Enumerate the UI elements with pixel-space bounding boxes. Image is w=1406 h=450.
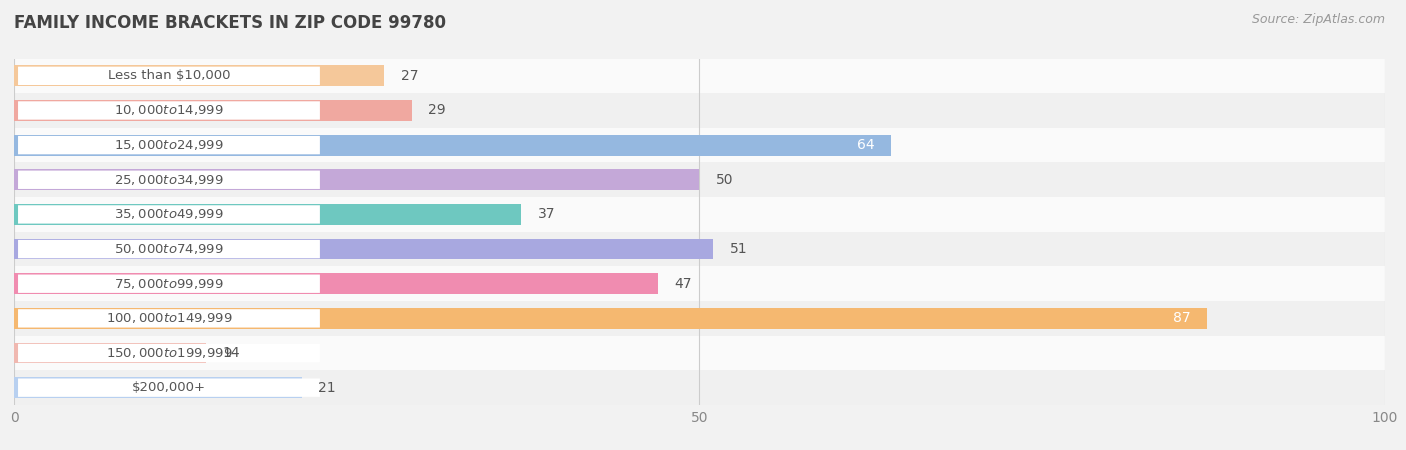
Text: $15,000 to $24,999: $15,000 to $24,999 xyxy=(114,138,224,152)
Bar xyxy=(14,370,1385,405)
Bar xyxy=(14,273,658,294)
Bar xyxy=(14,342,207,364)
Text: $50,000 to $74,999: $50,000 to $74,999 xyxy=(114,242,224,256)
Bar xyxy=(14,169,700,190)
FancyBboxPatch shape xyxy=(18,67,321,85)
FancyBboxPatch shape xyxy=(18,205,321,224)
Bar xyxy=(14,58,1385,93)
Bar xyxy=(14,128,1385,162)
Text: $200,000+: $200,000+ xyxy=(132,381,205,394)
Bar xyxy=(14,93,1385,128)
Text: 51: 51 xyxy=(730,242,747,256)
FancyBboxPatch shape xyxy=(18,101,321,120)
FancyBboxPatch shape xyxy=(18,171,321,189)
Bar xyxy=(14,266,1385,301)
Bar xyxy=(14,232,1385,266)
Text: 87: 87 xyxy=(1173,311,1191,325)
Bar xyxy=(14,197,1385,232)
Text: $150,000 to $199,999: $150,000 to $199,999 xyxy=(105,346,232,360)
Bar xyxy=(14,238,713,260)
Bar xyxy=(14,135,891,156)
FancyBboxPatch shape xyxy=(18,344,321,362)
FancyBboxPatch shape xyxy=(18,309,321,328)
Bar xyxy=(14,336,1385,370)
Bar xyxy=(14,162,1385,197)
Text: 21: 21 xyxy=(318,381,336,395)
FancyBboxPatch shape xyxy=(18,378,321,397)
Text: 14: 14 xyxy=(222,346,240,360)
Text: 37: 37 xyxy=(537,207,555,221)
Text: 29: 29 xyxy=(427,104,446,117)
Text: 64: 64 xyxy=(858,138,875,152)
Bar xyxy=(14,377,302,398)
Text: $25,000 to $34,999: $25,000 to $34,999 xyxy=(114,173,224,187)
Bar xyxy=(14,301,1385,336)
Text: Less than $10,000: Less than $10,000 xyxy=(108,69,231,82)
Bar xyxy=(14,65,384,86)
Text: $75,000 to $99,999: $75,000 to $99,999 xyxy=(114,277,224,291)
Text: Source: ZipAtlas.com: Source: ZipAtlas.com xyxy=(1251,14,1385,27)
Text: 27: 27 xyxy=(401,69,418,83)
Bar xyxy=(14,100,412,121)
FancyBboxPatch shape xyxy=(18,240,321,258)
Text: 47: 47 xyxy=(675,277,692,291)
Text: 50: 50 xyxy=(716,173,734,187)
Bar xyxy=(14,308,1206,329)
FancyBboxPatch shape xyxy=(18,136,321,154)
Text: $100,000 to $149,999: $100,000 to $149,999 xyxy=(105,311,232,325)
Text: $10,000 to $14,999: $10,000 to $14,999 xyxy=(114,104,224,117)
Text: $35,000 to $49,999: $35,000 to $49,999 xyxy=(114,207,224,221)
Text: FAMILY INCOME BRACKETS IN ZIP CODE 99780: FAMILY INCOME BRACKETS IN ZIP CODE 99780 xyxy=(14,14,446,32)
FancyBboxPatch shape xyxy=(18,274,321,293)
Bar xyxy=(14,204,522,225)
